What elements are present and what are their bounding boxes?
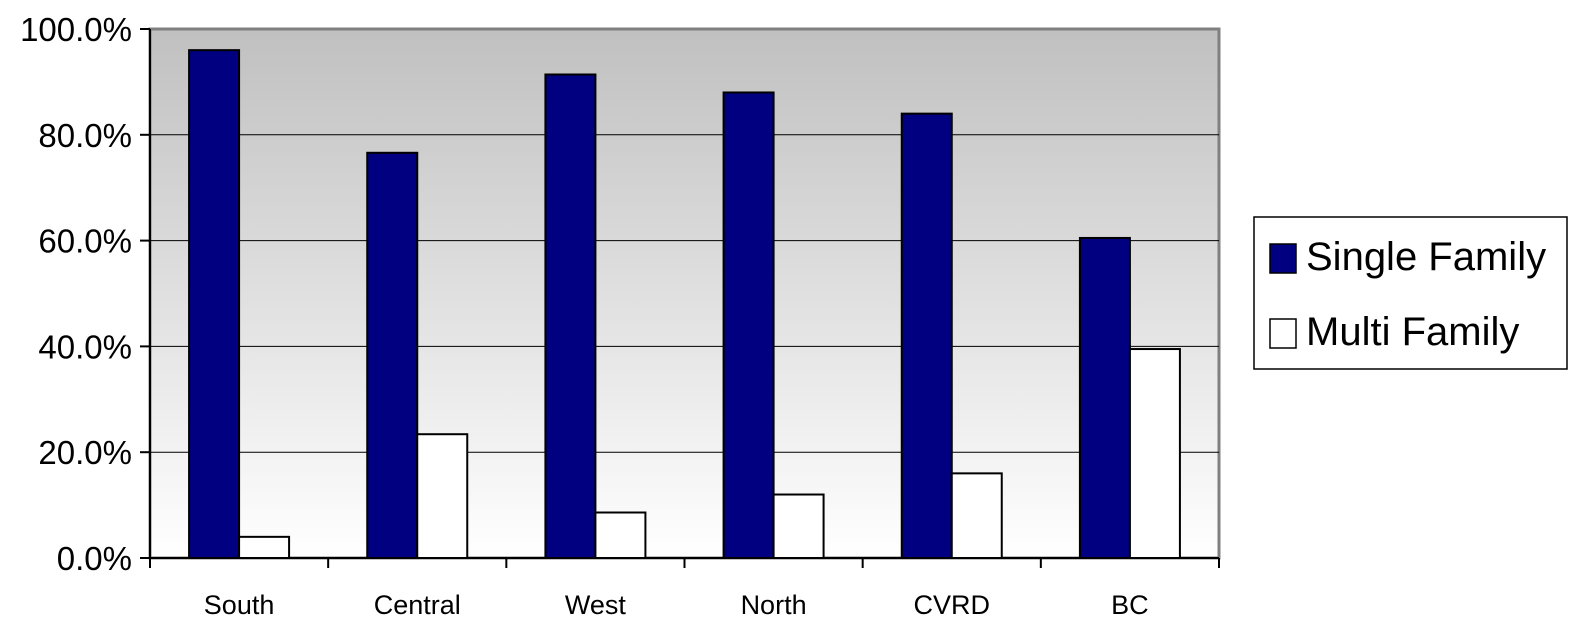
bar-multi-family-north: [772, 493, 825, 559]
bar-single-family-bc: [1078, 236, 1131, 560]
legend-swatch-multi-family: [1269, 318, 1297, 349]
x-tick-label: South: [204, 590, 275, 620]
y-tick-label: 60.0%: [38, 223, 132, 260]
x-tick-label: North: [741, 590, 807, 620]
legend-label-multi-family: Multi Family: [1306, 310, 1519, 354]
bar-multi-family-cvrd: [950, 472, 1003, 559]
bar-multi-family-central: [416, 433, 469, 559]
gridlines: [150, 134, 1219, 453]
y-axis-ticks: 0.0% 20.0% 40.0% 60.0% 80.0% 100.0%: [20, 11, 150, 577]
legend-box: [1253, 216, 1568, 370]
x-axis-ticks: South Central West North CVRD BC: [149, 558, 1220, 620]
bar-multi-family-bc: [1128, 348, 1181, 560]
plot-area: [148, 27, 1221, 560]
legend-swatch-single-family: [1269, 243, 1297, 274]
x-tick-label: CVRD: [913, 590, 990, 620]
legend-label-single-family: Single Family: [1306, 235, 1546, 279]
y-tick-label: 100.0%: [20, 11, 132, 48]
bars: [188, 49, 1181, 560]
bar-single-family-south: [188, 49, 241, 559]
y-tick-label: 20.0%: [38, 434, 132, 471]
legend: Single Family Multi Family: [1253, 216, 1568, 370]
y-tick-label: 0.0%: [57, 540, 132, 577]
bar-single-family-north: [722, 91, 775, 559]
x-tick-label: BC: [1111, 590, 1149, 620]
y-tick-label: 40.0%: [38, 328, 132, 365]
bar-single-family-west: [544, 73, 597, 560]
bar-multi-family-west: [594, 511, 647, 559]
x-tick-label: West: [565, 590, 627, 620]
bar-single-family-cvrd: [900, 112, 953, 559]
bar-single-family-central: [366, 151, 419, 559]
bar-multi-family-south: [238, 535, 291, 560]
x-tick-label: Central: [374, 590, 461, 620]
y-tick-label: 80.0%: [38, 117, 132, 154]
